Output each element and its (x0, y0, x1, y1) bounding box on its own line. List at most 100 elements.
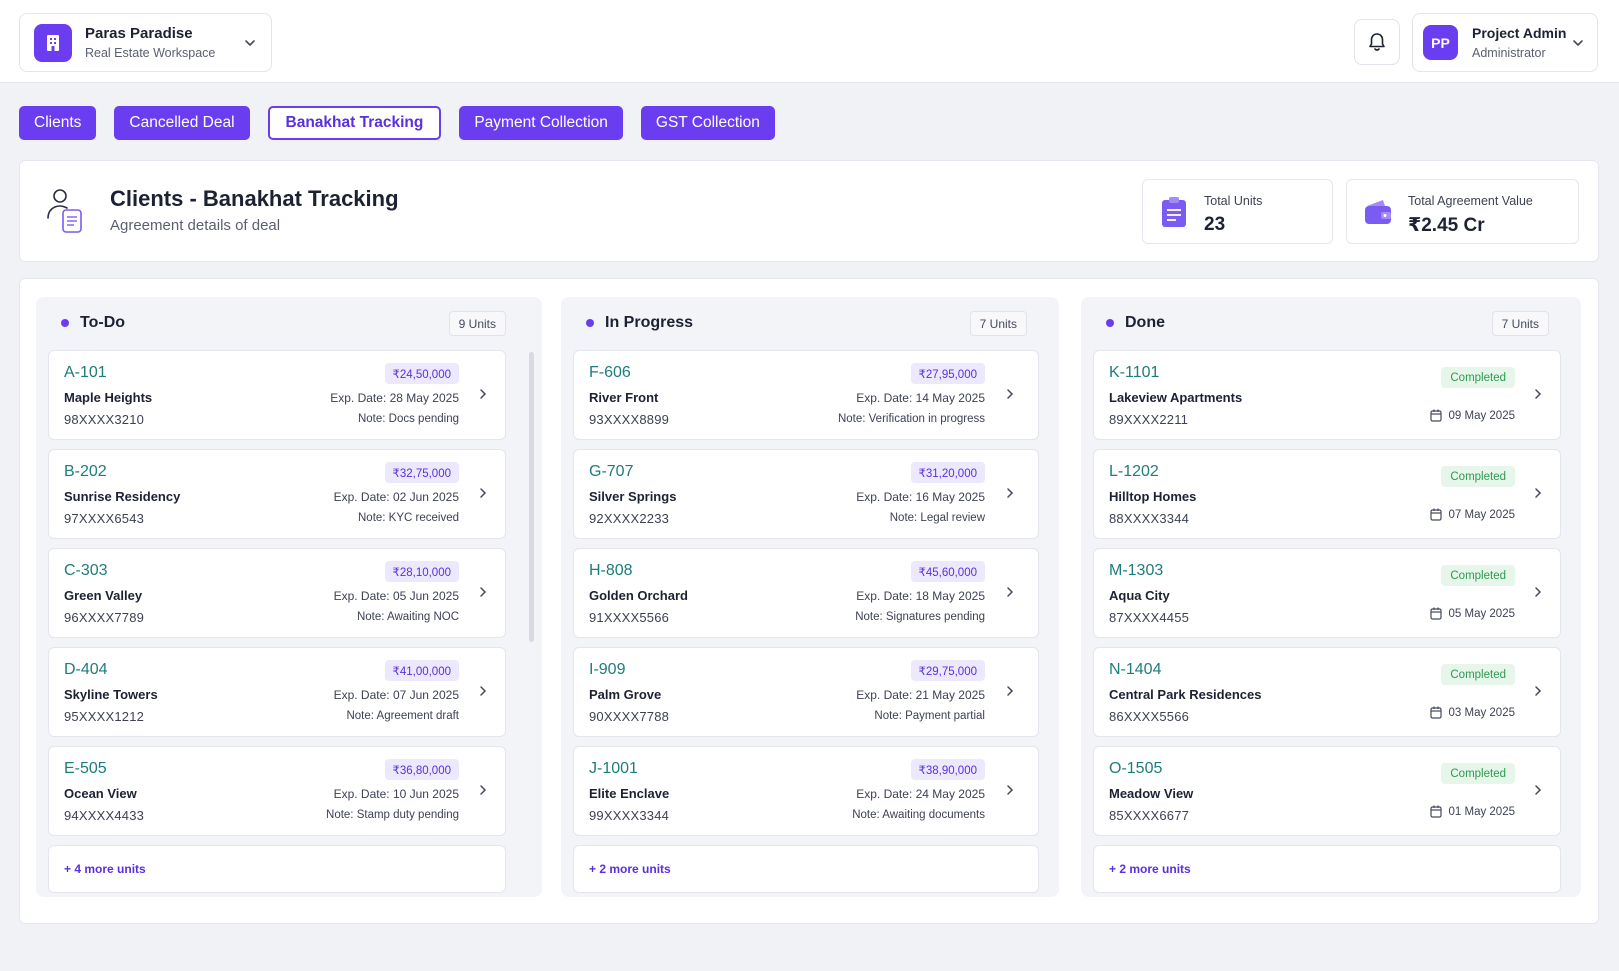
deal-card[interactable]: O-1505 Meadow View 85XXXX6677 Completed … (1093, 746, 1561, 836)
tab-banakhat-tracking[interactable]: Banakhat Tracking (267, 106, 442, 140)
chevron-right-icon[interactable] (1004, 387, 1016, 401)
card-note: Note: Payment partial (874, 710, 985, 722)
tab-cancelled-deal[interactable]: Cancelled Deal (114, 106, 250, 140)
chevron-right-icon[interactable] (1004, 486, 1016, 500)
deal-card[interactable]: K-1101 Lakeview Apartments 89XXXX2211 Co… (1093, 350, 1561, 440)
column-title: Done (1125, 314, 1165, 331)
phone-number: 95XXXX1212 (64, 709, 145, 724)
project-name: Palm Grove (589, 687, 662, 702)
amount-badge: ₹24,50,000 (384, 363, 459, 384)
stat-label: Total Agreement Value (1408, 194, 1533, 208)
clipboard-icon (1162, 197, 1186, 227)
top-bar: Paras Paradise Real Estate Workspace PP … (0, 0, 1619, 83)
deal-card[interactable]: J-1001 Elite Enclave 99XXXX3344 ₹38,90,0… (573, 746, 1039, 836)
tab-clients[interactable]: Clients (19, 106, 97, 140)
project-name: Green Valley (64, 588, 143, 603)
chevron-right-icon[interactable] (477, 387, 489, 401)
card-note: Note: Docs pending (357, 413, 459, 425)
chevron-right-icon[interactable] (477, 783, 489, 797)
status-badge: Completed (1441, 466, 1515, 487)
chevron-right-icon[interactable] (1004, 585, 1016, 599)
card-note: Note: Stamp duty pending (326, 809, 459, 821)
deal-card[interactable]: A-101 Maple Heights 98XXXX3210 ₹24,50,00… (48, 350, 506, 440)
expected-date: Exp. Date: 07 Jun 2025 (333, 688, 459, 702)
chevron-right-icon[interactable] (1004, 783, 1016, 797)
tab-gst-collection[interactable]: GST Collection (640, 106, 775, 140)
completion-date: 03 May 2025 (1429, 706, 1516, 719)
project-name: Hilltop Homes (1109, 489, 1197, 504)
more-units-link[interactable]: + 2 more units (1093, 845, 1561, 893)
phone-number: 98XXXX3210 (64, 412, 145, 427)
status-dot (61, 319, 69, 327)
card-note: Note: Agreement draft (346, 710, 459, 722)
user-menu[interactable]: PP Project Admin Administrator (1412, 13, 1598, 72)
chevron-right-icon[interactable] (477, 486, 489, 500)
tab-bar: Clients Cancelled Deal Banakhat Tracking… (19, 106, 775, 140)
deal-card[interactable]: G-707 Silver Springs 92XXXX2233 ₹31,20,0… (573, 449, 1039, 539)
chevron-right-icon[interactable] (1532, 684, 1544, 698)
avatar: PP (1423, 25, 1458, 60)
more-units-link[interactable]: + 4 more units (48, 845, 506, 893)
project-name: Aqua City (1109, 588, 1170, 603)
deal-card[interactable]: B-202 Sunrise Residency 97XXXX6543 ₹32,7… (48, 449, 506, 539)
phone-number: 91XXXX5566 (589, 610, 670, 625)
unit-number: I-909 (589, 661, 626, 678)
deal-card[interactable]: C-303 Green Valley 96XXXX7789 ₹28,10,000… (48, 548, 506, 638)
chevron-right-icon[interactable] (1004, 684, 1016, 698)
deal-card[interactable]: F-606 River Front 93XXXX8899 ₹27,95,000 … (573, 350, 1039, 440)
chevron-right-icon[interactable] (1532, 387, 1544, 401)
expected-date: Exp. Date: 28 May 2025 (330, 391, 459, 405)
calendar-icon (1429, 805, 1442, 818)
unit-number: C-303 (64, 562, 108, 579)
expected-date: Exp. Date: 14 May 2025 (856, 391, 985, 405)
project-name: Maple Heights (64, 390, 153, 405)
deal-card[interactable]: E-505 Ocean View 94XXXX4433 ₹36,80,000 E… (48, 746, 506, 836)
column-in-progress: In Progress 7 Units F-606 River Front 93… (561, 297, 1059, 897)
unit-number: M-1303 (1109, 562, 1164, 579)
chevron-down-icon (245, 39, 255, 46)
date-text: 03 May 2025 (1448, 706, 1516, 719)
amount-badge: ₹28,10,000 (384, 561, 459, 582)
notification-button[interactable] (1354, 19, 1400, 65)
chevron-right-icon[interactable] (1532, 585, 1544, 599)
deal-card[interactable]: L-1202 Hilltop Homes 88XXXX3344 Complete… (1093, 449, 1561, 539)
chevron-right-icon[interactable] (1532, 783, 1544, 797)
project-name: Golden Orchard (589, 588, 688, 603)
expected-date: Exp. Date: 18 May 2025 (856, 589, 985, 603)
units-count-badge: 7 Units (969, 311, 1027, 336)
more-units-link[interactable]: + 2 more units (573, 845, 1039, 893)
column-todo: To-Do 9 Units A-101 Maple Heights 98XXXX… (36, 297, 542, 897)
project-name: Skyline Towers (64, 687, 158, 702)
amount-badge: ₹31,20,000 (910, 462, 985, 483)
unit-number: L-1202 (1109, 463, 1159, 480)
deal-card[interactable]: M-1303 Aqua City 87XXXX4455 Completed 05… (1093, 548, 1561, 638)
chevron-right-icon[interactable] (1532, 486, 1544, 500)
client-document-icon (47, 189, 82, 233)
chevron-right-icon[interactable] (477, 585, 489, 599)
amount-badge: ₹41,00,000 (384, 660, 459, 681)
scrollbar[interactable] (529, 352, 534, 642)
units-count-badge: 9 Units (448, 311, 506, 336)
phone-number: 99XXXX3344 (589, 808, 670, 823)
unit-number: E-505 (64, 760, 107, 777)
bell-icon (1369, 33, 1385, 51)
deal-card[interactable]: N-1404 Central Park Residences 86XXXX556… (1093, 647, 1561, 737)
card-note: Note: Legal review (889, 512, 985, 524)
workspace-switcher[interactable]: Paras Paradise Real Estate Workspace (19, 13, 272, 72)
status-badge: Completed (1441, 763, 1515, 784)
calendar-icon (1429, 607, 1442, 620)
chevron-right-icon[interactable] (477, 684, 489, 698)
unit-number: D-404 (64, 661, 108, 678)
user-role: Administrator (1472, 46, 1546, 60)
units-count-badge: 7 Units (1491, 311, 1549, 336)
status-badge: Completed (1441, 565, 1515, 586)
card-note: Note: Awaiting NOC (356, 611, 459, 623)
card-note: Note: Awaiting documents (852, 809, 985, 821)
unit-number: K-1101 (1109, 364, 1160, 381)
deal-card[interactable]: D-404 Skyline Towers 95XXXX1212 ₹41,00,0… (48, 647, 506, 737)
amount-badge: ₹32,75,000 (384, 462, 459, 483)
tab-payment-collection[interactable]: Payment Collection (459, 106, 623, 140)
deal-card[interactable]: H-808 Golden Orchard 91XXXX5566 ₹45,60,0… (573, 548, 1039, 638)
page-subtitle: Agreement details of deal (110, 217, 281, 234)
deal-card[interactable]: I-909 Palm Grove 90XXXX7788 ₹29,75,000 E… (573, 647, 1039, 737)
